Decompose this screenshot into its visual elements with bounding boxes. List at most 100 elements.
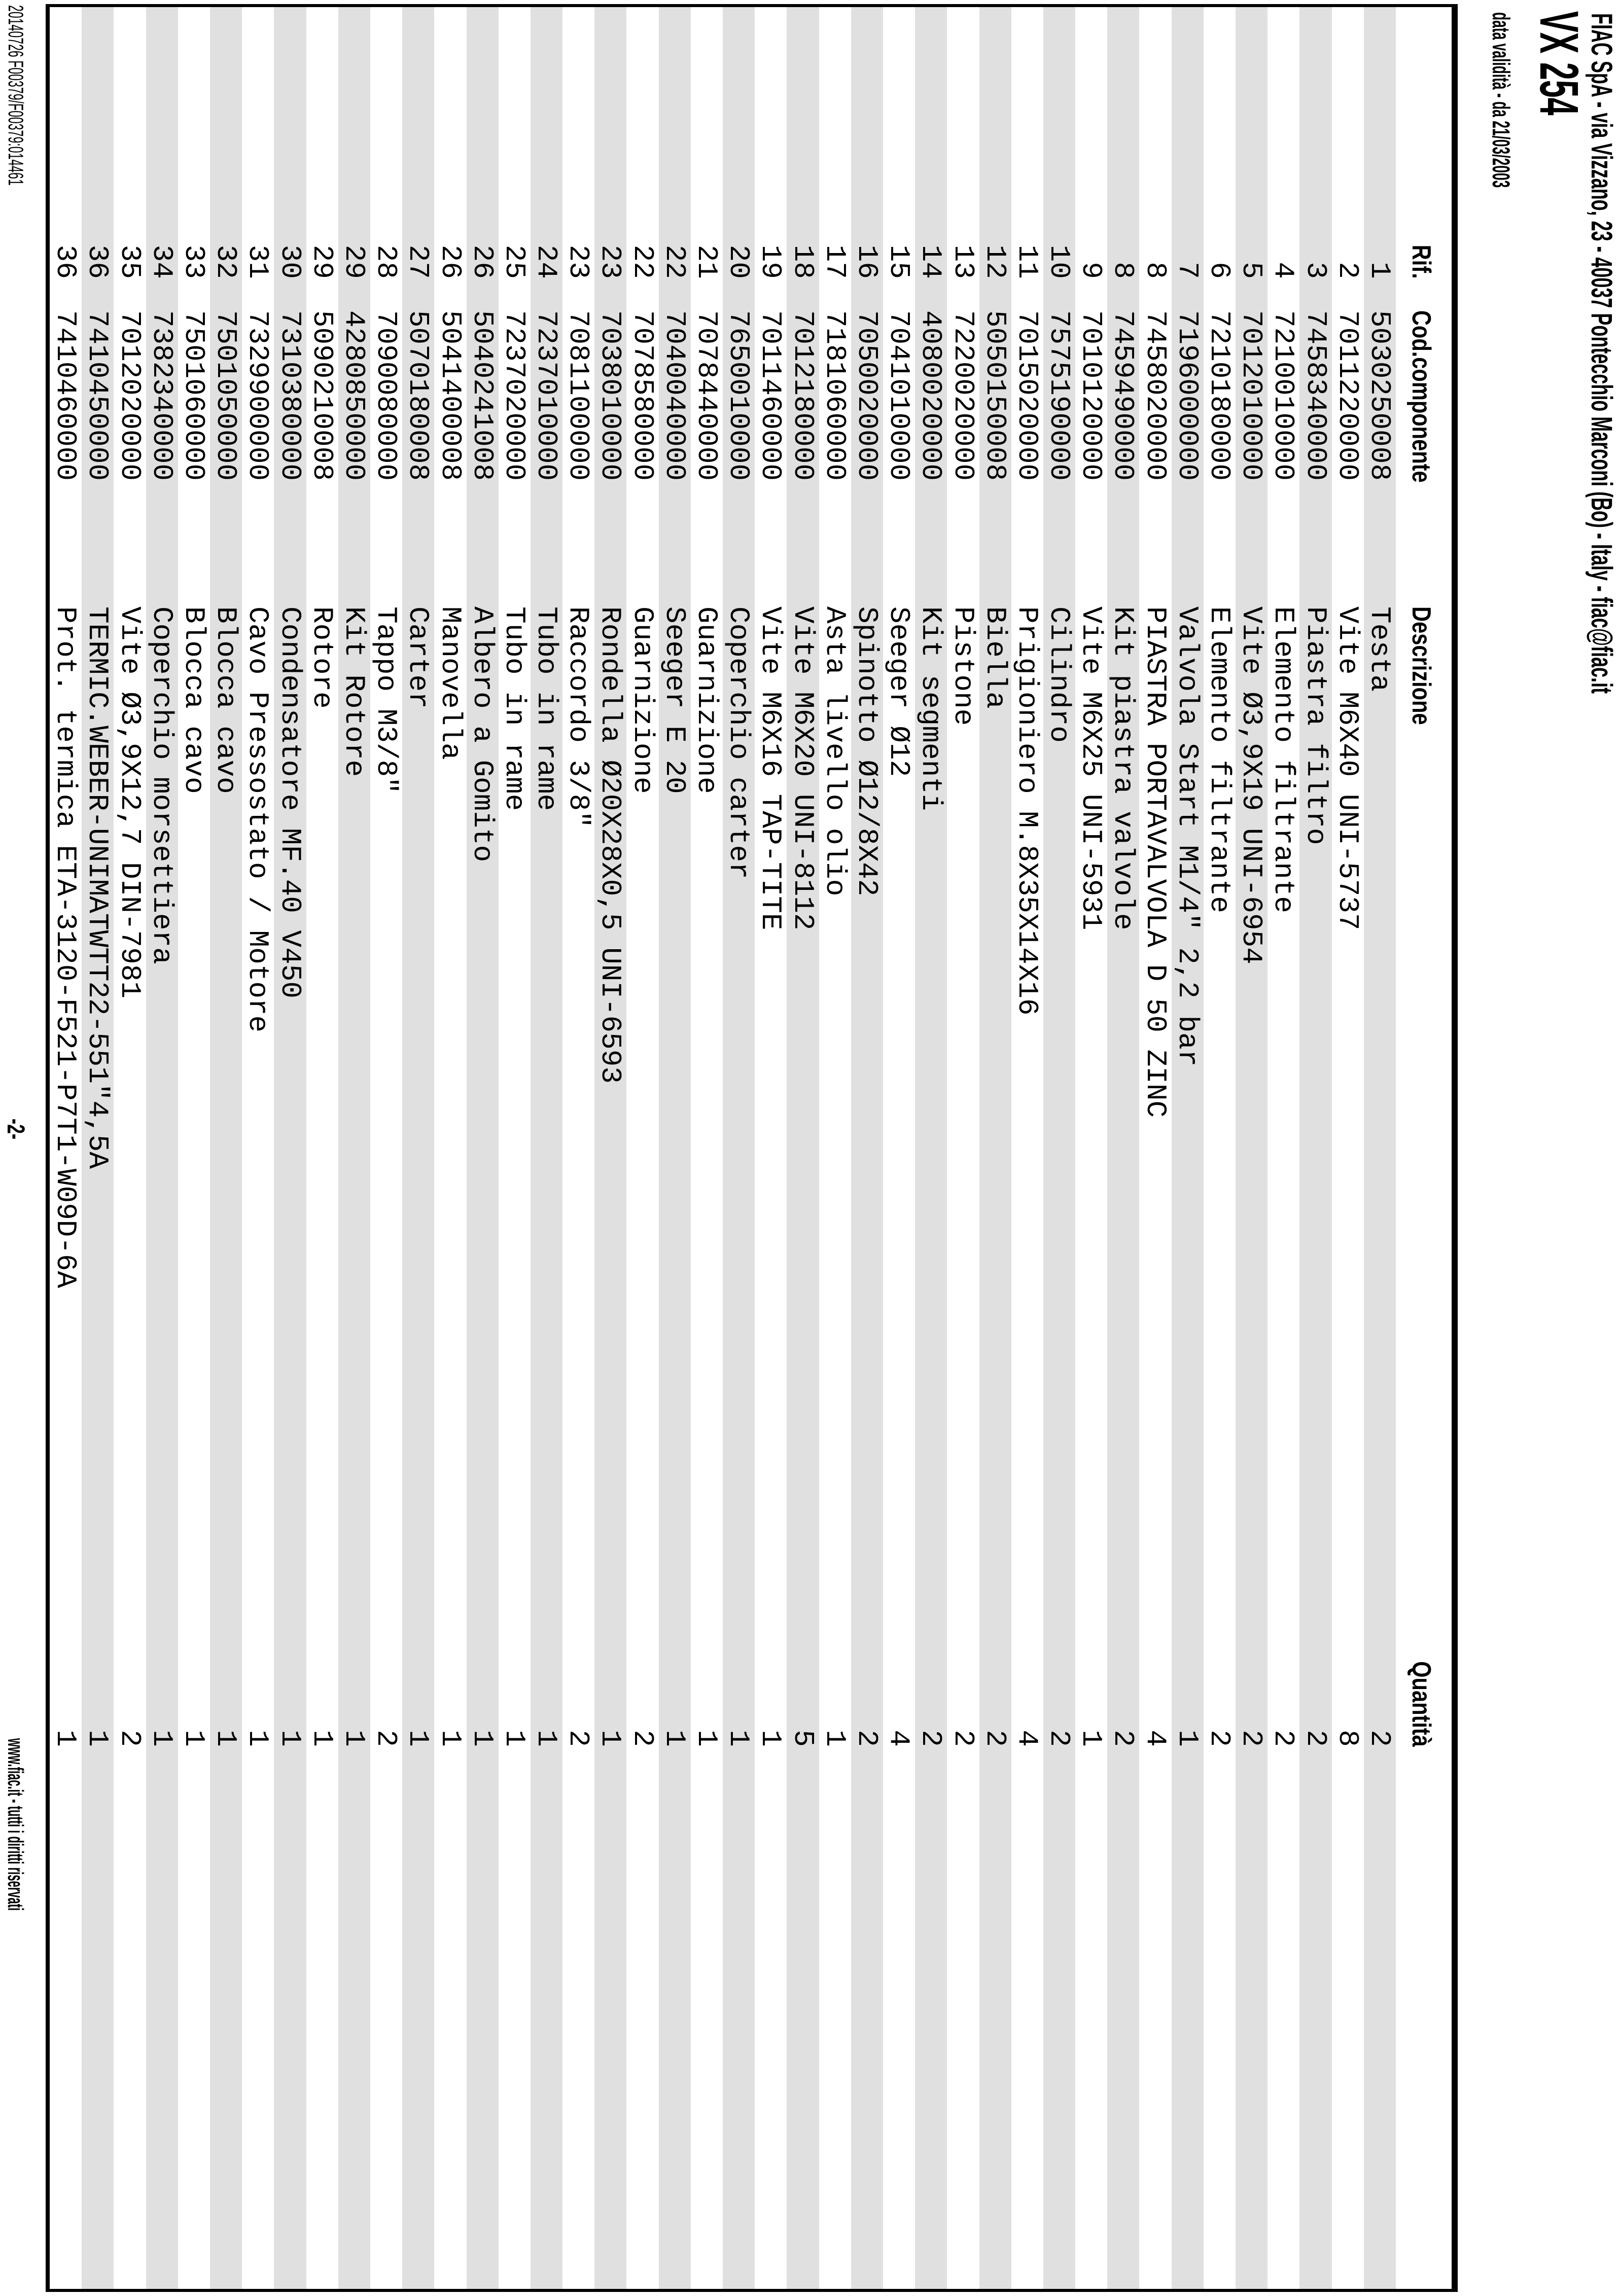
footer-page-number: -2- xyxy=(2,1119,29,1140)
row-quantity: 2 xyxy=(626,1730,659,1747)
row-code: 7459490000 xyxy=(1107,310,1140,481)
row-ref: 29 xyxy=(305,244,338,279)
column-header-rif: Rif. xyxy=(1406,244,1436,279)
row-code: 7410450000 xyxy=(81,310,114,481)
row-quantity: 2 xyxy=(370,1730,403,1747)
row-description: Guarnizione xyxy=(690,606,723,794)
row-quantity: 1 xyxy=(241,1730,274,1747)
row-ref: 36 xyxy=(49,244,82,279)
row-ref: 16 xyxy=(851,244,883,279)
row-code: 7012180000 xyxy=(786,310,819,481)
row-ref: 6 xyxy=(1203,262,1236,279)
row-code: 7090080000 xyxy=(370,310,403,481)
footer-doc-id: 20140726 F00379/F00379:014461 xyxy=(4,5,28,186)
row-quantity: 1 xyxy=(434,1730,467,1747)
row-ref: 35 xyxy=(113,244,146,279)
row-description: Vite M6X16 TAP-TITE xyxy=(754,606,787,930)
table-row: 9 7010120000 Vite M6X25 UNI-5931 1 xyxy=(1075,7,1108,2289)
row-ref: 8 xyxy=(1139,262,1172,279)
row-ref: 17 xyxy=(818,244,851,279)
row-ref: 27 xyxy=(402,244,435,279)
row-ref: 15 xyxy=(883,244,916,279)
row-ref: 22 xyxy=(626,244,659,279)
row-quantity: 2 xyxy=(914,1730,947,1747)
table-row: 28 7090080000 Tappo M3/8" 2 xyxy=(370,7,403,2289)
row-quantity: 1 xyxy=(658,1730,691,1747)
row-code: 7210180000 xyxy=(1203,310,1236,481)
table-row: 26 5041400008 Manovella 1 xyxy=(434,7,467,2289)
row-ref: 8 xyxy=(1107,262,1140,279)
row-description: Vite Ø3,9X12,7 DIN-7981 xyxy=(113,606,146,998)
row-ref: 20 xyxy=(722,244,755,279)
row-quantity: 1 xyxy=(1171,1730,1204,1747)
row-ref: 2 xyxy=(1331,262,1364,279)
row-ref: 26 xyxy=(434,244,467,279)
row-ref: 11 xyxy=(1010,244,1043,279)
table-row: 29 5090210008 Rotore 1 xyxy=(306,7,338,2289)
row-ref: 21 xyxy=(690,244,723,279)
row-description: Coperchio carter xyxy=(722,606,755,879)
table-row: 21 7078440000 Guarnizione 1 xyxy=(690,7,723,2289)
table-row: 6 7210180000 Elemento filtrante 2 xyxy=(1203,7,1236,2289)
table-row: 16 7050020000 Spinotto Ø12/8X42 2 xyxy=(851,7,883,2289)
table-header-row: Rif. Cod.componente Descrizione Quantità xyxy=(1396,7,1452,2289)
row-code: 7011220000 xyxy=(1331,310,1364,481)
row-description: Prot. termica ETA-3120-F521-P7T1-W09D-6A xyxy=(49,606,82,1288)
table-row: 13 7220020000 Pistone 2 xyxy=(947,7,979,2289)
row-description: Coperchio morsettiera xyxy=(145,606,178,964)
row-quantity: 1 xyxy=(1075,1730,1108,1747)
validity-date: data validità - da 21/03/2003 xyxy=(1487,12,1514,188)
row-code: 7011460000 xyxy=(754,310,787,481)
row-quantity: 2 xyxy=(1203,1730,1236,1747)
row-description: Seeger Ø12 xyxy=(883,606,916,777)
row-code: 7501050000 xyxy=(209,310,242,481)
row-quantity: 1 xyxy=(338,1730,370,1747)
row-description: Biella xyxy=(978,606,1011,709)
table-row: 24 7237010000 Tubo in rame 1 xyxy=(530,7,563,2289)
row-ref: 24 xyxy=(530,244,563,279)
row-ref: 26 xyxy=(466,244,499,279)
row-description: Kit segmenti xyxy=(914,606,947,811)
row-code: 7196000000 xyxy=(1171,310,1204,481)
row-ref: 32 xyxy=(209,244,242,279)
row-ref: 36 xyxy=(81,244,114,279)
row-code: 7181060000 xyxy=(818,310,851,481)
row-description: Blocca cavo xyxy=(178,606,210,794)
row-code: 5040241008 xyxy=(466,310,499,481)
table-row: 35 7012020000 Vite Ø3,9X12,7 DIN-7981 2 xyxy=(114,7,146,2289)
table-row: 25 7237020000 Tubo in rame 1 xyxy=(498,7,531,2289)
row-description: Tappo M3/8" xyxy=(370,606,403,794)
row-quantity: 2 xyxy=(113,1730,146,1747)
table-row: 36 7410460000 Prot. termica ETA-3120-F52… xyxy=(49,7,82,2289)
table-row: 7 7196000000 Valvola Start M1/4" 2,2 bar… xyxy=(1171,7,1204,2289)
row-ref: 1 xyxy=(1363,262,1396,279)
row-description: Raccordo 3/8" xyxy=(562,606,595,828)
row-description: Cilindro xyxy=(1043,606,1076,743)
row-description: Pistone xyxy=(946,606,979,726)
row-ref: 4 xyxy=(1267,262,1300,279)
row-quantity: 5 xyxy=(786,1730,819,1747)
row-quantity: 1 xyxy=(466,1730,499,1747)
table-row: 4 7210010000 Elemento filtrante 2 xyxy=(1267,7,1300,2289)
row-code: 5050150008 xyxy=(978,310,1011,481)
row-code: 7237020000 xyxy=(498,310,531,481)
row-ref: 30 xyxy=(273,244,306,279)
row-quantity: 4 xyxy=(883,1730,916,1747)
row-ref: 23 xyxy=(562,244,595,279)
row-code: 7050020000 xyxy=(851,310,883,481)
row-quantity: 1 xyxy=(273,1730,306,1747)
row-code: 5030250008 xyxy=(1363,310,1396,481)
column-header-codice: Cod.componente xyxy=(1406,310,1436,483)
table-row: 10 7575190000 Cilindro 2 xyxy=(1043,7,1076,2289)
row-ref: 12 xyxy=(978,244,1011,279)
table-row: 23 7038010000 Rondella Ø20X28X0,5 UNI-65… xyxy=(594,7,627,2289)
row-code: 5070180008 xyxy=(402,310,435,481)
row-description: Blocca cavo xyxy=(209,606,242,794)
row-description: Rotore xyxy=(305,606,338,709)
table-row: 36 7410450000 TERMIC.WEBER-UNIMATWTT22-5… xyxy=(82,7,114,2289)
table-row: 22 7040040000 Seeger E 20 1 xyxy=(658,7,691,2289)
table-row: 32 7501050000 Blocca cavo 1 xyxy=(209,7,242,2289)
row-quantity: 1 xyxy=(305,1730,338,1747)
row-description: Manovella xyxy=(434,606,467,760)
row-description: Testa xyxy=(1363,606,1396,692)
